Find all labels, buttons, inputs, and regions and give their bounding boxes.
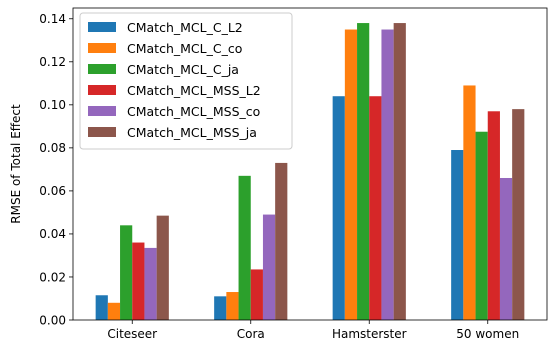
bar-CMatch_MCL_MSS_ja-Citeseer [156,215,169,320]
bar-CMatch_MCL_C_co-Cora [226,292,239,320]
y-tick-label: 0.02 [39,270,66,284]
y-tick-label: 0.10 [39,98,66,112]
bar-CMatch_MCL_MSS_L2-Hamsterster [369,96,382,320]
bar-CMatch_MCL_MSS_L2-50 women [487,111,500,320]
y-tick-label: 0.08 [39,141,66,155]
legend-swatch [88,106,116,116]
x-tick-label: 50 women [456,327,519,341]
y-tick-label: 0.14 [39,12,66,26]
y-tick-label: 0.12 [39,55,66,69]
y-tick-label: 0.06 [39,184,66,198]
bar-CMatch_MCL_C_ja-50 women [475,131,488,320]
bar-CMatch_MCL_MSS_L2-Citeseer [132,242,145,320]
axes-group: 0.00 0.02 0.04 0.06 0.08 0.10 0.12 0.14 Citeseer… [39,7,548,341]
bar-CMatch_MCL_C_ja-Hamsterster [357,23,370,321]
legend-label: CMatch_MCL_MSS_ja [127,125,257,140]
bar-CMatch_MCL_C_L2-Citeseer [95,295,108,320]
x-tick-label: Cora [237,327,265,341]
bar-CMatch_MCL_C_co-Citeseer [107,302,121,320]
y-axis-label: RMSE of Total Effect [9,104,23,224]
legend-swatch [88,22,116,32]
bar-CMatch_MCL_MSS_co-50 women [499,177,513,320]
legend-swatch [88,85,116,95]
bar-CMatch_MCL_C_co-Hamsterster [344,29,358,321]
legend-swatch [88,43,116,53]
bar-CMatch_MCL_MSS_ja-Hamsterster [393,23,406,321]
bar-CMatch_MCL_MSS_L2-Cora [250,269,263,320]
legend-label: CMatch_MCL_MSS_co [127,104,260,119]
bar-CMatch_MCL_MSS_co-Hamsterster [381,29,394,321]
x-tick-label: Citeseer [107,327,157,341]
bars-group [95,23,525,321]
bar-CMatch_MCL_C_ja-Cora [238,175,251,320]
legend-label: CMatch_MCL_C_ja [127,62,239,77]
bar-CMatch_MCL_MSS_co-Cora [262,214,276,320]
bar-CMatch_MCL_C_ja-Citeseer [120,225,133,320]
bar-CMatch_MCL_C_L2-Hamsterster [332,96,345,320]
bar-CMatch_MCL_MSS_ja-Cora [275,162,288,320]
legend-swatch [88,127,116,137]
legend-swatch [88,64,116,74]
plot-frame [72,7,548,321]
bar-CMatch_MCL_C_co-50 women [463,85,476,321]
y-tick-label: 0.00 [39,313,66,327]
bar-CMatch_MCL_C_L2-Cora [214,296,227,320]
legend-box [79,12,293,150]
legend-label: CMatch_MCL_MSS_L2 [127,83,261,98]
bar-CMatch_MCL_C_L2-50 women [451,150,464,320]
bar-CMatch_MCL_MSS_co-Citeseer [144,247,157,320]
bar-CMatch_MCL_MSS_ja-50 women [512,109,525,320]
legend-label: CMatch_MCL_C_L2 [127,20,243,35]
y-tick-label: 0.04 [39,227,66,241]
x-tick-label: Hamsterster [332,327,407,341]
legend-label: CMatch_MCL_C_co [127,41,242,56]
legend: CMatch_MCL_C_L2 CMatch_MCL_C_co CMatch_MCL… [79,12,293,150]
